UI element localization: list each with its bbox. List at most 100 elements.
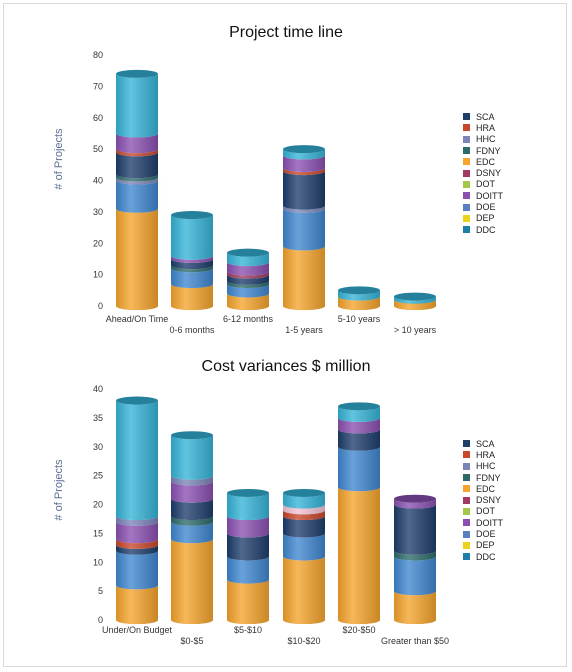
bar-segment-HHC <box>283 205 325 213</box>
y-tick-label: 30 <box>93 442 103 452</box>
legend-swatch <box>463 226 470 234</box>
bar-segment-EDC <box>394 299 436 310</box>
legend-swatch <box>463 485 470 493</box>
legend-item: DOITT <box>463 517 503 528</box>
legend-swatch <box>463 507 470 515</box>
bar-segment-DDC <box>338 446 380 492</box>
legend-label: DOITT <box>476 517 503 528</box>
bar-segment-SCA <box>227 274 269 285</box>
x-tick-label: $5-$10 <box>234 625 262 635</box>
bar-segment-DDC <box>283 533 325 561</box>
bar-segment-FDNY <box>171 516 213 526</box>
bar-segment-DOE <box>227 492 269 521</box>
legend-item: EDC <box>463 483 503 494</box>
legend-label: DOT <box>476 506 495 517</box>
bar-top-cap <box>283 488 325 497</box>
legend-swatch <box>463 440 470 448</box>
legend-item: SCA <box>463 111 503 122</box>
legend-label: HHC <box>476 134 496 145</box>
bar-5-10 years <box>338 286 380 310</box>
legend-label: SCA <box>476 111 495 122</box>
bar-segment-DOITT <box>227 516 269 538</box>
legend-item: DOT <box>463 179 503 190</box>
bar-top-cap <box>116 396 158 405</box>
bar-segment-DOITT <box>116 521 158 544</box>
bar-segment-EDC <box>227 579 269 624</box>
bar-segment-EDC <box>116 585 158 624</box>
legend-item: DOT <box>463 506 503 517</box>
bar-$10-$20 <box>283 488 325 624</box>
bar-segment-HRA <box>283 510 325 521</box>
legend-swatch <box>463 462 470 470</box>
legend-label: SCA <box>476 438 495 449</box>
y-tick-label: 40 <box>93 176 103 186</box>
legend-swatch <box>463 203 470 211</box>
legend-label: FDNY <box>476 145 501 156</box>
bar-segment-FDNY <box>171 265 213 273</box>
bar-segment-DOITT <box>227 262 269 276</box>
legend-swatch <box>463 169 470 177</box>
legend-timeline: SCA HRA HHC FDNY EDC DSNY DOT DOITT DOE DEP DDC <box>463 111 503 235</box>
legend-swatch <box>463 113 470 121</box>
legend-item: FDNY <box>463 145 503 156</box>
bar-segment-DDC <box>283 208 325 251</box>
y-tick-label: 20 <box>93 500 103 510</box>
legend-label: DSNY <box>476 168 502 179</box>
legend-item: DOE <box>463 528 503 539</box>
bar-segment-EDC <box>171 539 213 624</box>
y-tick-label: 20 <box>93 238 103 248</box>
bar-segment-DOE <box>394 296 436 304</box>
legend-label: EDC <box>476 156 496 167</box>
bar-segment-DOE <box>227 252 269 267</box>
bar-segment-DSNY <box>227 271 269 279</box>
bar-segment-DOE <box>338 290 380 301</box>
bar-segment-HHC <box>116 177 158 185</box>
legend-swatch <box>463 158 470 166</box>
legend-label: DOE <box>476 529 496 540</box>
legend-label: DEP <box>476 213 495 224</box>
y-tick-label: 10 <box>93 557 103 567</box>
bar-segment-EDC <box>171 284 213 310</box>
y-tick-label: 25 <box>93 471 103 481</box>
y-tick-label: 35 <box>93 413 103 423</box>
bar-segment-HHC <box>116 516 158 526</box>
y-tick-label: 0 <box>98 301 103 311</box>
x-tick-label: > 10 years <box>394 325 437 335</box>
bar-segment-DOITT <box>283 155 325 172</box>
x-tick-label: $20-$50 <box>342 625 375 635</box>
legend-swatch <box>463 124 470 132</box>
x-tick-label: 1-5 years <box>285 325 323 335</box>
legend-swatch <box>463 553 470 561</box>
legend-label: HRA <box>476 449 496 460</box>
legend-item: DOE <box>463 201 503 212</box>
bar-segment-DOE <box>171 435 213 480</box>
bar-segment-HRA <box>116 539 158 549</box>
bar-segment-DOITT <box>171 255 213 263</box>
bar-1-5 years <box>283 145 325 310</box>
x-tick-label: Ahead/On Time <box>106 314 169 324</box>
bar-segment-EDC <box>338 296 380 310</box>
legend-item: DDC <box>463 224 503 235</box>
bar-top-cap <box>227 488 269 497</box>
legend-swatch <box>463 530 470 538</box>
x-tick-label: 5-10 years <box>338 314 381 324</box>
bar-top-cap <box>171 211 213 220</box>
bar-top-cap <box>283 145 325 154</box>
legend-swatch <box>463 147 470 155</box>
legend-swatch <box>463 519 470 527</box>
bar-segment-EDC <box>283 246 325 310</box>
bar-segment-SCA <box>338 429 380 451</box>
bar-> 10 years <box>394 292 436 310</box>
legend-label: DOT <box>476 179 495 190</box>
bar-segment-DOE <box>283 492 325 509</box>
chart-cost: 0 5 10 15 20 25 30 35 40 Under/On Budget $0-$5 $5-$… <box>93 384 449 646</box>
bar-6-12 months <box>227 248 269 310</box>
legend-swatch <box>463 192 470 200</box>
legend-item: HRA <box>463 122 503 133</box>
bar-segment-FDNY <box>116 174 158 182</box>
bar-top-cap <box>394 494 436 503</box>
y-tick-label: 0 <box>98 615 103 625</box>
bar-Under/On Budget <box>116 396 158 624</box>
